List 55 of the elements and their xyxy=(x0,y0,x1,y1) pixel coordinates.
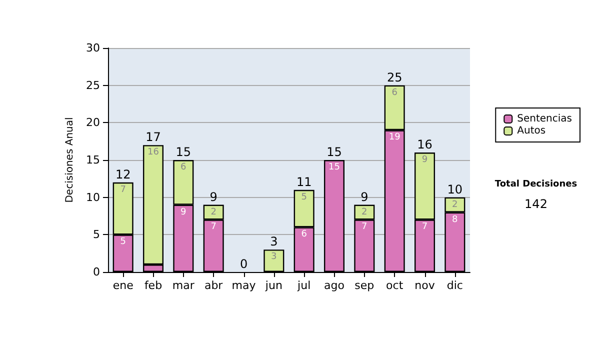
x-tick-label: jun xyxy=(264,279,282,292)
data-label: 9 xyxy=(422,155,428,166)
x-tick-label: jul xyxy=(296,279,311,292)
legend-label: Autos xyxy=(517,126,546,136)
y-tick-label: 0 xyxy=(93,266,100,278)
x-tick-label: feb xyxy=(144,279,162,292)
total-label: 15 xyxy=(176,145,192,159)
x-tick-label: mar xyxy=(172,279,195,292)
y-tick-label: 10 xyxy=(86,190,100,204)
data-label: 7 xyxy=(362,222,368,232)
y-tick-label: 20 xyxy=(86,116,100,130)
total-label: 17 xyxy=(146,130,161,144)
x-tick-label: ago xyxy=(324,279,345,292)
total-label: 25 xyxy=(386,70,402,84)
text: 142 xyxy=(524,197,548,211)
x-tick-label: sep xyxy=(354,279,374,292)
data-label: 2 xyxy=(452,200,458,210)
x-tick-label: dic xyxy=(446,279,463,292)
y-tick-label: 25 xyxy=(86,78,100,92)
y-tick-label: 30 xyxy=(86,42,100,54)
x-tick-label: may xyxy=(232,279,256,292)
x-tick-label: nov xyxy=(414,279,436,292)
x-tick-label: abr xyxy=(204,279,224,292)
legend-label: Sentencias xyxy=(517,114,572,124)
data-label: 7 xyxy=(422,222,428,232)
data-label: 19 xyxy=(388,132,401,143)
data-label: 8 xyxy=(452,214,458,225)
text: Total Decisiones xyxy=(494,180,578,190)
data-label: 6 xyxy=(392,88,398,98)
total-label: 16 xyxy=(417,138,432,152)
x-tick-label: ene xyxy=(112,279,134,292)
data-label: 16 xyxy=(148,148,160,158)
x-tick-label: oct xyxy=(386,279,404,292)
total-label: 12 xyxy=(115,167,131,182)
y-tick-label: 15 xyxy=(86,154,100,166)
data-label: 6 xyxy=(301,230,308,240)
data-label: 7 xyxy=(210,222,216,232)
total-label: 10 xyxy=(447,182,463,196)
data-label: 15 xyxy=(328,162,340,172)
total-label: 9 xyxy=(210,190,218,204)
total-label: 3 xyxy=(270,234,278,249)
data-label: 5 xyxy=(120,237,126,248)
data-label: 7 xyxy=(120,184,126,195)
total-label: 15 xyxy=(326,145,342,159)
total-label: 0 xyxy=(240,257,248,271)
total-label: 9 xyxy=(360,190,368,204)
data-label: 2 xyxy=(362,207,368,218)
data-label: 9 xyxy=(180,207,187,218)
total-label: 11 xyxy=(296,174,312,189)
data-label: 6 xyxy=(180,162,187,172)
y-tick-label: 5 xyxy=(93,228,100,242)
data-label: 2 xyxy=(210,207,216,218)
data-label: 5 xyxy=(301,192,307,202)
y-axis-title: Decisiones Anual xyxy=(64,117,76,203)
data-label: 3 xyxy=(271,252,277,262)
